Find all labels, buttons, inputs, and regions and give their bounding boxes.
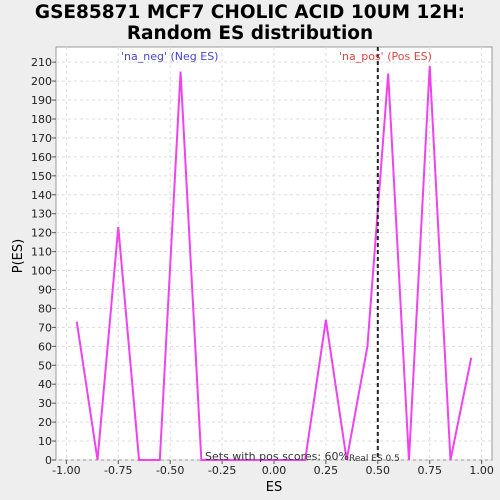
x-tick-label: 0.00 (262, 464, 287, 477)
x-tick-label: 0.25 (314, 464, 339, 477)
y-tick-label: 80 (38, 302, 52, 315)
y-tick-label: 90 (38, 283, 52, 296)
y-tick-label: 60 (38, 340, 52, 353)
y-tick-label: 170 (31, 132, 52, 145)
y-tick-label: 120 (31, 227, 52, 240)
chart-title-line1: GSE85871 MCF7 CHOLIC ACID 10UM 12H: (34, 2, 466, 23)
y-tick-label: 140 (31, 189, 52, 202)
y-axis-ticks: 0 10 20 30 40 50 60 70 80 90 100 110 120 130 140 150 160… (31, 56, 56, 467)
y-tick-label: 100 (31, 265, 52, 278)
y-tick-label: 150 (31, 170, 52, 183)
y-tick-label: 110 (31, 246, 52, 259)
y-tick-label: 40 (38, 378, 52, 391)
x-tick-label: 0.75 (417, 464, 442, 477)
y-tick-label: 70 (38, 321, 52, 334)
y-axis-label: P(ES) (11, 239, 26, 273)
pos-es-annotation: 'na_pos' (Pos ES) (339, 50, 432, 63)
y-tick-label: 210 (31, 56, 52, 69)
y-tick-label: 0 (45, 454, 52, 467)
chart-title: GSE85871 MCF7 CHOLIC ACID 10UM 12H: Rand… (0, 2, 500, 44)
neg-es-annotation: 'na_neg' (Neg ES) (121, 50, 218, 63)
y-tick-label: 10 (38, 435, 52, 448)
x-tick-label: 1.00 (469, 464, 494, 477)
x-axis-ticks: -1.00 -0.75 -0.50 -0.25 0.00 0.25 0.50 0.75 1.00 (52, 460, 494, 477)
y-tick-label: 30 (38, 397, 52, 410)
y-tick-label: 160 (31, 151, 52, 164)
series-layer (75, 65, 473, 461)
pos-scores-footer: Sets with pos scores: 60% (205, 450, 349, 463)
y-tick-label: 190 (31, 94, 52, 107)
x-tick-label: 0.50 (366, 464, 391, 477)
x-tick-label: -0.25 (208, 464, 236, 477)
x-tick-label: -0.75 (104, 464, 132, 477)
chart-title-line2: Random ES distribution (126, 23, 374, 44)
x-tick-label: -1.00 (52, 464, 80, 477)
x-tick-label: -0.50 (156, 464, 184, 477)
y-tick-label: 20 (38, 416, 52, 429)
y-tick-label: 130 (31, 208, 52, 221)
grid-lines (56, 47, 492, 461)
series-line (75, 65, 473, 461)
real-es-label: Real ES 0.5 (349, 454, 400, 464)
y-tick-label: 50 (38, 359, 52, 372)
x-axis-label: ES (266, 480, 282, 495)
y-tick-label: 180 (31, 113, 52, 126)
y-tick-label: 200 (31, 75, 52, 88)
